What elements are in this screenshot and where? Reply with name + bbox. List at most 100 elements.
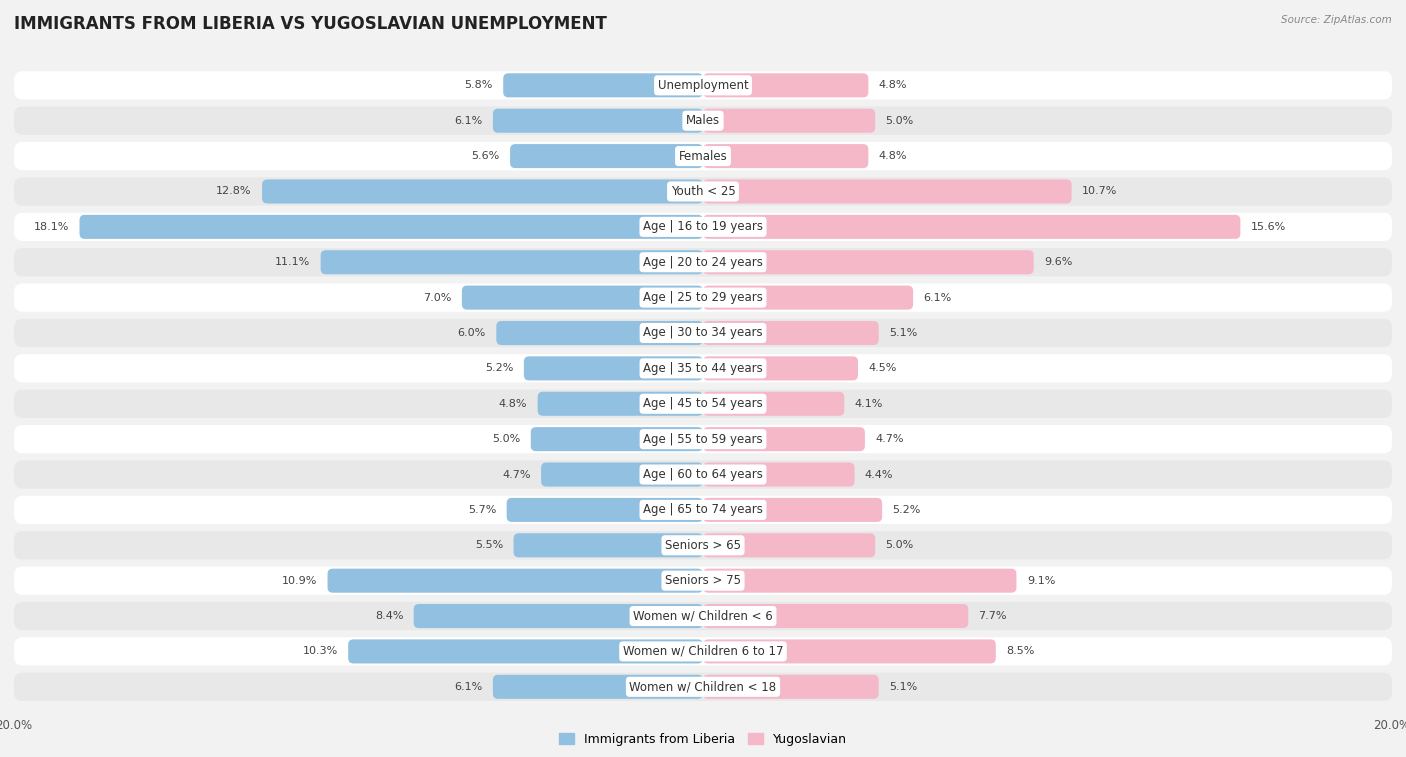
Text: 10.3%: 10.3% <box>302 646 337 656</box>
FancyBboxPatch shape <box>703 674 879 699</box>
Text: Age | 65 to 74 years: Age | 65 to 74 years <box>643 503 763 516</box>
Text: Age | 25 to 29 years: Age | 25 to 29 years <box>643 291 763 304</box>
Legend: Immigrants from Liberia, Yugoslavian: Immigrants from Liberia, Yugoslavian <box>554 728 852 751</box>
Text: Women w/ Children < 18: Women w/ Children < 18 <box>630 681 776 693</box>
Text: 5.2%: 5.2% <box>485 363 513 373</box>
FancyBboxPatch shape <box>703 144 869 168</box>
Text: 5.8%: 5.8% <box>464 80 494 90</box>
Text: Age | 45 to 54 years: Age | 45 to 54 years <box>643 397 763 410</box>
FancyBboxPatch shape <box>703 357 858 381</box>
Text: 8.4%: 8.4% <box>375 611 404 621</box>
Text: 9.6%: 9.6% <box>1045 257 1073 267</box>
FancyBboxPatch shape <box>14 531 1392 559</box>
FancyBboxPatch shape <box>503 73 703 98</box>
Text: 5.0%: 5.0% <box>492 435 520 444</box>
Text: Age | 20 to 24 years: Age | 20 to 24 years <box>643 256 763 269</box>
FancyBboxPatch shape <box>703 498 882 522</box>
Text: Females: Females <box>679 150 727 163</box>
Text: 5.2%: 5.2% <box>893 505 921 515</box>
FancyBboxPatch shape <box>349 640 703 663</box>
Text: 4.5%: 4.5% <box>869 363 897 373</box>
FancyBboxPatch shape <box>321 251 703 274</box>
FancyBboxPatch shape <box>541 463 703 487</box>
Text: Age | 60 to 64 years: Age | 60 to 64 years <box>643 468 763 481</box>
Text: 5.1%: 5.1% <box>889 682 917 692</box>
Text: 6.1%: 6.1% <box>454 116 482 126</box>
FancyBboxPatch shape <box>14 425 1392 453</box>
FancyBboxPatch shape <box>14 602 1392 630</box>
Text: Women w/ Children < 6: Women w/ Children < 6 <box>633 609 773 622</box>
FancyBboxPatch shape <box>703 321 879 345</box>
Text: 5.7%: 5.7% <box>468 505 496 515</box>
FancyBboxPatch shape <box>703 109 875 132</box>
FancyBboxPatch shape <box>328 569 703 593</box>
FancyBboxPatch shape <box>703 285 912 310</box>
FancyBboxPatch shape <box>496 321 703 345</box>
FancyBboxPatch shape <box>494 674 703 699</box>
FancyBboxPatch shape <box>703 463 855 487</box>
Text: 6.1%: 6.1% <box>924 293 952 303</box>
FancyBboxPatch shape <box>531 427 703 451</box>
Text: 7.0%: 7.0% <box>423 293 451 303</box>
Text: 8.5%: 8.5% <box>1007 646 1035 656</box>
FancyBboxPatch shape <box>703 179 1071 204</box>
FancyBboxPatch shape <box>703 427 865 451</box>
FancyBboxPatch shape <box>14 248 1392 276</box>
Text: 5.6%: 5.6% <box>471 151 499 161</box>
Text: 11.1%: 11.1% <box>276 257 311 267</box>
FancyBboxPatch shape <box>80 215 703 239</box>
Text: 12.8%: 12.8% <box>217 186 252 197</box>
FancyBboxPatch shape <box>262 179 703 204</box>
FancyBboxPatch shape <box>510 144 703 168</box>
FancyBboxPatch shape <box>703 604 969 628</box>
FancyBboxPatch shape <box>703 533 875 557</box>
FancyBboxPatch shape <box>14 107 1392 135</box>
FancyBboxPatch shape <box>14 177 1392 206</box>
Text: Women w/ Children 6 to 17: Women w/ Children 6 to 17 <box>623 645 783 658</box>
Text: Age | 55 to 59 years: Age | 55 to 59 years <box>643 433 763 446</box>
Text: Source: ZipAtlas.com: Source: ZipAtlas.com <box>1281 15 1392 25</box>
Text: 4.8%: 4.8% <box>879 151 907 161</box>
Text: 7.7%: 7.7% <box>979 611 1007 621</box>
Text: Youth < 25: Youth < 25 <box>671 185 735 198</box>
Text: 15.6%: 15.6% <box>1251 222 1286 232</box>
FancyBboxPatch shape <box>703 73 869 98</box>
FancyBboxPatch shape <box>14 566 1392 595</box>
FancyBboxPatch shape <box>14 496 1392 524</box>
FancyBboxPatch shape <box>14 283 1392 312</box>
FancyBboxPatch shape <box>703 391 844 416</box>
Text: 4.8%: 4.8% <box>499 399 527 409</box>
FancyBboxPatch shape <box>14 637 1392 665</box>
FancyBboxPatch shape <box>14 460 1392 489</box>
Text: 5.0%: 5.0% <box>886 540 914 550</box>
Text: 9.1%: 9.1% <box>1026 575 1054 586</box>
Text: 6.1%: 6.1% <box>454 682 482 692</box>
Text: 5.1%: 5.1% <box>889 328 917 338</box>
Text: 4.7%: 4.7% <box>875 435 904 444</box>
Text: Males: Males <box>686 114 720 127</box>
Text: 5.5%: 5.5% <box>475 540 503 550</box>
FancyBboxPatch shape <box>14 673 1392 701</box>
Text: Seniors > 65: Seniors > 65 <box>665 539 741 552</box>
Text: 10.9%: 10.9% <box>281 575 318 586</box>
Text: Unemployment: Unemployment <box>658 79 748 92</box>
FancyBboxPatch shape <box>537 391 703 416</box>
FancyBboxPatch shape <box>14 390 1392 418</box>
FancyBboxPatch shape <box>703 569 1017 593</box>
Text: Seniors > 75: Seniors > 75 <box>665 574 741 587</box>
FancyBboxPatch shape <box>14 71 1392 99</box>
FancyBboxPatch shape <box>494 109 703 132</box>
Text: Age | 30 to 34 years: Age | 30 to 34 years <box>643 326 763 339</box>
Text: Age | 35 to 44 years: Age | 35 to 44 years <box>643 362 763 375</box>
FancyBboxPatch shape <box>413 604 703 628</box>
Text: 10.7%: 10.7% <box>1083 186 1118 197</box>
Text: Age | 16 to 19 years: Age | 16 to 19 years <box>643 220 763 233</box>
FancyBboxPatch shape <box>506 498 703 522</box>
FancyBboxPatch shape <box>14 319 1392 347</box>
Text: 4.4%: 4.4% <box>865 469 893 479</box>
FancyBboxPatch shape <box>461 285 703 310</box>
Text: 6.0%: 6.0% <box>458 328 486 338</box>
Text: 4.8%: 4.8% <box>879 80 907 90</box>
FancyBboxPatch shape <box>703 640 995 663</box>
Text: 4.1%: 4.1% <box>855 399 883 409</box>
